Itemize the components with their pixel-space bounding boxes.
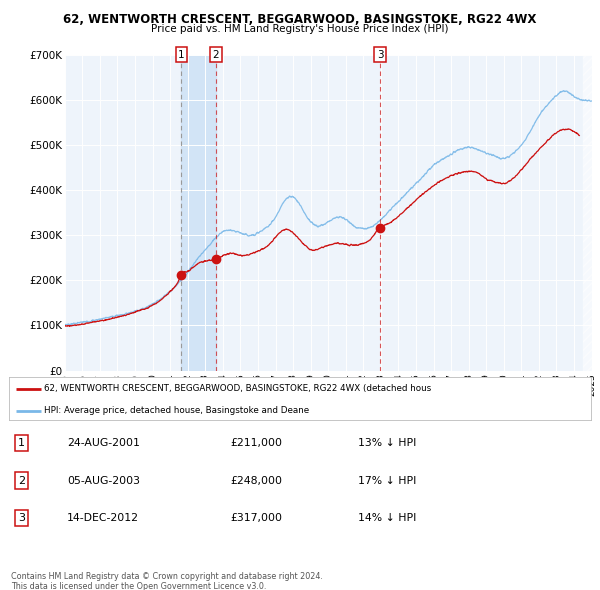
Text: 14-DEC-2012: 14-DEC-2012 [67, 513, 139, 523]
Text: 62, WENTWORTH CRESCENT, BEGGARWOOD, BASINGSTOKE, RG22 4WX (detached hous: 62, WENTWORTH CRESCENT, BEGGARWOOD, BASI… [44, 384, 431, 393]
Text: 2: 2 [212, 50, 219, 60]
Text: 1: 1 [19, 438, 25, 448]
Text: HPI: Average price, detached house, Basingstoke and Deane: HPI: Average price, detached house, Basi… [44, 406, 309, 415]
Text: 3: 3 [377, 50, 383, 60]
Bar [181, 55, 215, 371]
Text: £317,000: £317,000 [230, 513, 282, 523]
Bar [583, 55, 592, 371]
Text: Contains HM Land Registry data © Crown copyright and database right 2024.: Contains HM Land Registry data © Crown c… [11, 572, 323, 581]
Text: 62, WENTWORTH CRESCENT, BEGGARWOOD, BASINGSTOKE, RG22 4WX: 62, WENTWORTH CRESCENT, BEGGARWOOD, BASI… [64, 13, 536, 26]
Text: 05-AUG-2003: 05-AUG-2003 [67, 476, 140, 486]
Text: 2: 2 [18, 476, 25, 486]
Text: £211,000: £211,000 [230, 438, 282, 448]
Text: 17% ↓ HPI: 17% ↓ HPI [358, 476, 416, 486]
Text: 3: 3 [19, 513, 25, 523]
Text: This data is licensed under the Open Government Licence v3.0.: This data is licensed under the Open Gov… [11, 582, 266, 590]
Text: 14% ↓ HPI: 14% ↓ HPI [358, 513, 416, 523]
Text: Price paid vs. HM Land Registry's House Price Index (HPI): Price paid vs. HM Land Registry's House … [151, 24, 449, 34]
Text: £248,000: £248,000 [230, 476, 282, 486]
Text: 13% ↓ HPI: 13% ↓ HPI [358, 438, 416, 448]
Text: 1: 1 [178, 50, 185, 60]
Text: 24-AUG-2001: 24-AUG-2001 [67, 438, 140, 448]
